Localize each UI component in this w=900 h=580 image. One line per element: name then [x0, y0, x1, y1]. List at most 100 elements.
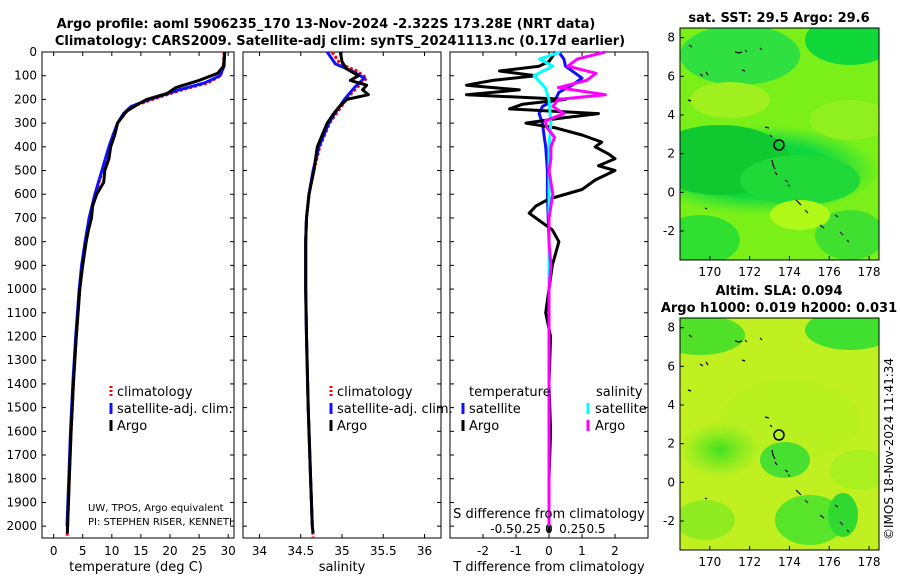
map-x-tick-label: 176 — [818, 555, 841, 569]
depth-tick-label: 1200 — [6, 329, 37, 343]
salinity-panel-frame — [242, 51, 442, 539]
legend-salinity-satellite: satellite — [595, 402, 647, 417]
depth-tick-label: 500 — [14, 164, 37, 178]
series-argo — [304, 51, 370, 534]
depth-tick-label: 300 — [14, 116, 37, 130]
figure-title-line2: Climatology: CARS2009. Satellite-adj cli… — [55, 34, 625, 49]
depth-tick-label: 1300 — [6, 353, 37, 367]
map-x-tick-label: 170 — [698, 555, 721, 569]
depth-tick-label: 600 — [14, 187, 37, 201]
x-tick-label: 30 — [221, 544, 236, 558]
sla-map-axes: 170 172 174 176 178 -2 0 2 4 6 8 — [663, 321, 880, 569]
legend-satellite-adj: satellite-adj. clim. — [337, 402, 453, 417]
series-climatology — [304, 51, 369, 539]
credits: UW, TPOS, Argo equivalent PI: STEPHEN RI… — [88, 503, 236, 528]
temperature-legend: climatology satellite-adj. clim. Argo — [109, 385, 233, 434]
sla-map-frame — [679, 317, 880, 551]
salinity-difference-top-xlabel: S difference from climatology — [453, 507, 645, 522]
depth-axis: 0 100 200 300 400 500 600 700 800 900 1000 1100 1200… — [6, 45, 37, 533]
series-climatology — [65, 51, 226, 539]
legend-argo: Argo — [337, 419, 367, 434]
legend-argo: Argo — [117, 419, 147, 434]
legend-salinity-header: salinity — [596, 385, 643, 400]
map-x-tick-label: 176 — [818, 265, 841, 279]
difference-profile-plot: -2 -1 0 1 2-0.5-0.25 0 0.25 0.5 — [450, 50, 648, 558]
credit-line1: UW, TPOS, Argo equivalent — [88, 503, 224, 514]
depth-tick-label: 400 — [14, 140, 37, 154]
x-tick-label: 34 — [252, 544, 267, 558]
map-x-tick-label: 170 — [698, 265, 721, 279]
sst-map-axes: 170 172 174 176 178 -2 0 2 4 6 8 — [663, 31, 880, 279]
x-tick-label: 25 — [191, 544, 206, 558]
salinity-xlabel: salinity — [319, 560, 366, 575]
map-y-tick-label: 2 — [667, 147, 675, 161]
x-tick-label: 20 — [162, 544, 177, 558]
x-tick-label: 10 — [104, 544, 119, 558]
map-y-tick-label: 0 — [667, 185, 675, 199]
depth-tick-label: 1400 — [6, 377, 37, 391]
map-y-tick-label: -2 — [663, 514, 675, 528]
sla-map-title-line1: Altim. SLA: 0.094 — [716, 284, 843, 299]
sst-map-title: sat. SST: 29.5 Argo: 29.6 — [688, 11, 869, 26]
timestamp: ©IMOS 18-Nov-2024 11:41:34 — [882, 358, 896, 540]
salinity-legend: climatology satellite-adj. clim. Argo — [329, 385, 453, 434]
sla-coastlines — [687, 334, 850, 533]
depth-tick-label: 1100 — [6, 306, 37, 320]
map-y-tick-label: 0 — [667, 475, 675, 489]
sst-map-field — [680, 28, 879, 260]
depth-tick-label: 1800 — [6, 472, 37, 486]
legend-satellite-adj: satellite-adj. clim. — [117, 402, 233, 417]
map-x-tick-label: 178 — [858, 265, 881, 279]
map-x-tick-label: 174 — [778, 555, 801, 569]
series-temperature-argo — [465, 51, 617, 534]
sla-map: 170 172 174 176 178 -2 0 2 4 6 8 — [663, 317, 881, 569]
difference-xlabel: T difference from climatology — [452, 560, 645, 575]
temperature-profile-plot: 0 5 10 15 20 25 30 — [42, 51, 236, 558]
series-satellite-adj-clim- — [65, 51, 227, 527]
map-y-tick-label: 6 — [667, 69, 675, 83]
sst-map: 170 172 174 176 178 -2 0 2 4 6 8 — [663, 27, 881, 279]
x-tick-label: 0 — [545, 544, 553, 558]
map-x-tick-label: 174 — [778, 265, 801, 279]
credit-line2: PI: STEPHEN RISER, KENNETH — [88, 517, 236, 528]
map-y-tick-label: 8 — [667, 31, 675, 45]
x-tick-label: 15 — [133, 544, 148, 558]
legend-temperature-satellite: satellite — [469, 402, 521, 417]
top-x-tick-label: 0.25 — [559, 522, 586, 536]
x-tick-label: 35.5 — [370, 544, 397, 558]
legend-temperature-argo: Argo — [469, 419, 499, 434]
sst-map-frame — [679, 27, 880, 261]
sla-map-title-line2: Argo h1000: 0.019 h2000: 0.031 — [661, 301, 897, 316]
top-x-tick-label: 0.5 — [586, 522, 605, 536]
depth-tick-label: 1700 — [6, 448, 37, 462]
depth-tick-label: 900 — [14, 258, 37, 272]
top-x-tick-label: -0.25 — [510, 522, 541, 536]
series-argo — [65, 51, 227, 534]
sst-coastlines — [687, 44, 850, 243]
depth-tick-label: 1600 — [6, 424, 37, 438]
top-x-tick-label: -0.5 — [490, 522, 513, 536]
x-tick-label: 35 — [334, 544, 349, 558]
figure-title-line1: Argo profile: aoml 5906235_170 13-Nov-20… — [57, 17, 596, 32]
depth-tick-label: 1000 — [6, 282, 37, 296]
map-y-tick-label: 6 — [667, 359, 675, 373]
map-x-tick-label: 172 — [738, 265, 761, 279]
depth-tick-label: 100 — [14, 69, 37, 83]
sst-float-marker — [773, 139, 785, 151]
sla-float-marker — [773, 429, 785, 441]
depth-tick-label: 800 — [14, 235, 37, 249]
depth-tick-label: 2000 — [6, 519, 37, 533]
depth-tick-label: 1900 — [6, 495, 37, 509]
difference-legend: temperature salinity satellite Argo sate… — [461, 385, 647, 434]
map-y-tick-label: 4 — [667, 108, 675, 122]
depth-tick-label: 200 — [14, 92, 37, 106]
map-y-tick-label: 8 — [667, 321, 675, 335]
depth-tick-label: 700 — [14, 211, 37, 225]
depth-tick-label: 1500 — [6, 401, 37, 415]
temperature-panel-frame — [41, 51, 235, 539]
temperature-xlabel: temperature (deg C) — [69, 560, 203, 575]
x-tick-label: 5 — [79, 544, 87, 558]
x-tick-label: 36 — [417, 544, 432, 558]
legend-climatology: climatology — [337, 385, 413, 400]
